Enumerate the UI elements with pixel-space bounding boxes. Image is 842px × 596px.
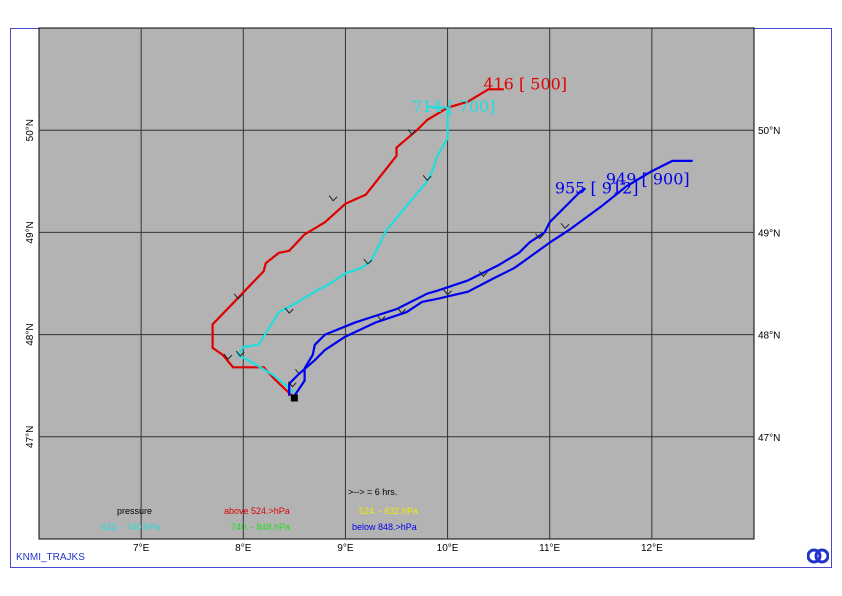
footer-label: KNMI_TRAJKS — [16, 552, 85, 563]
legend-range-4: 740. - 848.hPa — [231, 522, 290, 532]
time-arrow-marker — [422, 174, 432, 182]
trajectory-label: 955 [ 912] — [555, 179, 639, 198]
lon-tick-label: 7°E — [133, 543, 150, 554]
time-arrow-marker — [233, 293, 243, 300]
lon-tick-label: 12°E — [641, 543, 663, 554]
lon-tick-label: 9°E — [337, 543, 354, 554]
time-arrow-marker — [328, 195, 338, 202]
legend-below: below 848.>hPa — [352, 522, 417, 532]
time-arrow-marker — [407, 128, 417, 136]
lat-tick-label-left: 49°N — [25, 221, 36, 243]
lon-tick-label: 10°E — [437, 543, 459, 554]
trajectory-line — [293, 187, 587, 397]
trajectory-line — [237, 105, 449, 394]
lat-tick-label-right: 47°N — [758, 433, 780, 444]
time-arrow-marker — [223, 353, 233, 360]
lon-tick-label: 8°E — [235, 543, 252, 554]
lat-tick-label-right: 49°N — [758, 228, 780, 239]
trajectory-labels: 416 [ 500] 714 [ 700] 955 [ 912]949 [ 900] — [412, 74, 690, 197]
time-arrow-marker — [363, 258, 373, 265]
trajectories — [211, 88, 693, 399]
trajectory-line — [288, 159, 693, 396]
legend-interval: >--> = 6 hrs. — [348, 487, 397, 497]
legend-title: pressure — [117, 506, 152, 516]
time-arrow-marker — [284, 307, 294, 314]
trajectory-label: 714 [ 700] — [412, 97, 496, 116]
time-arrow-marker — [560, 222, 570, 230]
lat-tick-label-left: 48°N — [25, 323, 36, 345]
time-arrow-marker — [443, 289, 452, 296]
legend-range-3: 632. - 740.hPa — [101, 522, 160, 532]
legend-range-2: 524. - 632.hPa — [359, 506, 418, 516]
lat-tick-label-right: 48°N — [758, 331, 780, 342]
knmi-logo-icon — [807, 548, 829, 564]
time-arrow-marker — [287, 381, 297, 388]
trajectory-label: 949 [ 900] — [606, 169, 690, 188]
start-marker — [290, 394, 298, 402]
tick-labels: 7°E 8°E 9°E 10°E 11°E 12°E 50°N 50°N 49°N 49°N 48°… — [25, 119, 780, 554]
lon-tick-label: 11°E — [539, 543, 560, 554]
trajectory-label: 416 [ 500] — [483, 74, 567, 93]
legend-above: above 524.>hPa — [224, 506, 290, 516]
time-arrow-marker — [376, 314, 386, 322]
time-arrow-marker — [235, 350, 245, 357]
plot-area — [38, 27, 755, 540]
time-arrow-marker — [478, 271, 488, 278]
lat-tick-label-left: 50°N — [25, 119, 36, 141]
time-arrow-marker — [535, 233, 544, 240]
lat-tick-label-right: 50°N — [758, 126, 780, 137]
lat-tick-label-left: 47°N — [25, 426, 36, 448]
